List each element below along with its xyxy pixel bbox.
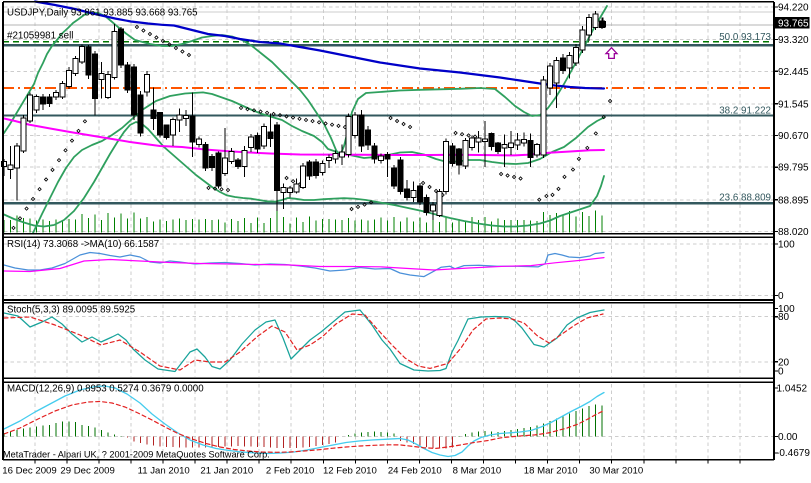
svg-text:38.2 91.222: 38.2 91.222 — [719, 106, 771, 117]
svg-text:93.765: 93.765 — [778, 19, 809, 30]
svg-text:16 Dec 2009: 16 Dec 2009 — [2, 466, 56, 477]
svg-text:RSI(14) 73.3068 ->MA(10) 66.1: RSI(14) 73.3068 ->MA(10) 66.1587 — [7, 239, 159, 250]
svg-text:USDJPY,Daily 93.861 93.885 93: USDJPY,Daily 93.861 93.885 93.668 93.765 — [7, 8, 197, 19]
svg-text:1.0452: 1.0452 — [777, 384, 808, 395]
svg-text:89.795: 89.795 — [778, 163, 809, 174]
svg-text:50.0 93.173: 50.0 93.173 — [719, 32, 771, 43]
svg-text:MetaTrader - Alpari UK, ? 2001: MetaTrader - Alpari UK, ? 2001-2009 Meta… — [3, 450, 270, 460]
svg-text:24 Feb 2010: 24 Feb 2010 — [388, 466, 442, 477]
svg-text:90.670: 90.670 — [778, 131, 809, 142]
svg-text:100: 100 — [778, 304, 795, 315]
svg-text:MACD(12,26,9) 0.8953 0.5274 0.: MACD(12,26,9) 0.8953 0.5274 0.3679 0.000… — [7, 384, 204, 395]
svg-text:29 Dec 2009: 29 Dec 2009 — [60, 466, 114, 477]
svg-text:88.020: 88.020 — [778, 227, 809, 238]
svg-text:18 Mar 2010: 18 Mar 2010 — [524, 466, 578, 477]
svg-text:Stoch(5,3,3) 89.0095 89.5925: Stoch(5,3,3) 89.0095 89.5925 — [7, 305, 135, 316]
svg-text:92.445: 92.445 — [778, 67, 809, 78]
svg-text:0: 0 — [778, 367, 784, 378]
svg-text:21 Jan 2010: 21 Jan 2010 — [200, 466, 253, 477]
svg-text:0: 0 — [778, 291, 784, 302]
svg-text:8 Mar 2010: 8 Mar 2010 — [453, 466, 502, 477]
svg-text:93.320: 93.320 — [778, 35, 809, 46]
svg-text:100: 100 — [778, 240, 795, 251]
svg-text:0.00: 0.00 — [778, 432, 798, 443]
svg-text:91.545: 91.545 — [778, 99, 809, 110]
svg-text:20: 20 — [778, 357, 790, 368]
svg-text:#21059981 sell: #21059981 sell — [7, 31, 73, 42]
svg-text:94.220: 94.220 — [778, 3, 809, 14]
svg-text:-0.4679: -0.4679 — [776, 448, 810, 459]
svg-text:80: 80 — [778, 312, 790, 323]
svg-text:30 Mar 2010: 30 Mar 2010 — [589, 466, 643, 477]
svg-text:11 Jan 2010: 11 Jan 2010 — [138, 466, 190, 477]
svg-text:12 Feb 2010: 12 Feb 2010 — [323, 466, 377, 477]
svg-text:23.6 88.809: 23.6 88.809 — [719, 193, 771, 204]
svg-text:2 Feb 2010: 2 Feb 2010 — [266, 466, 315, 477]
svg-text:88.895: 88.895 — [778, 195, 809, 206]
